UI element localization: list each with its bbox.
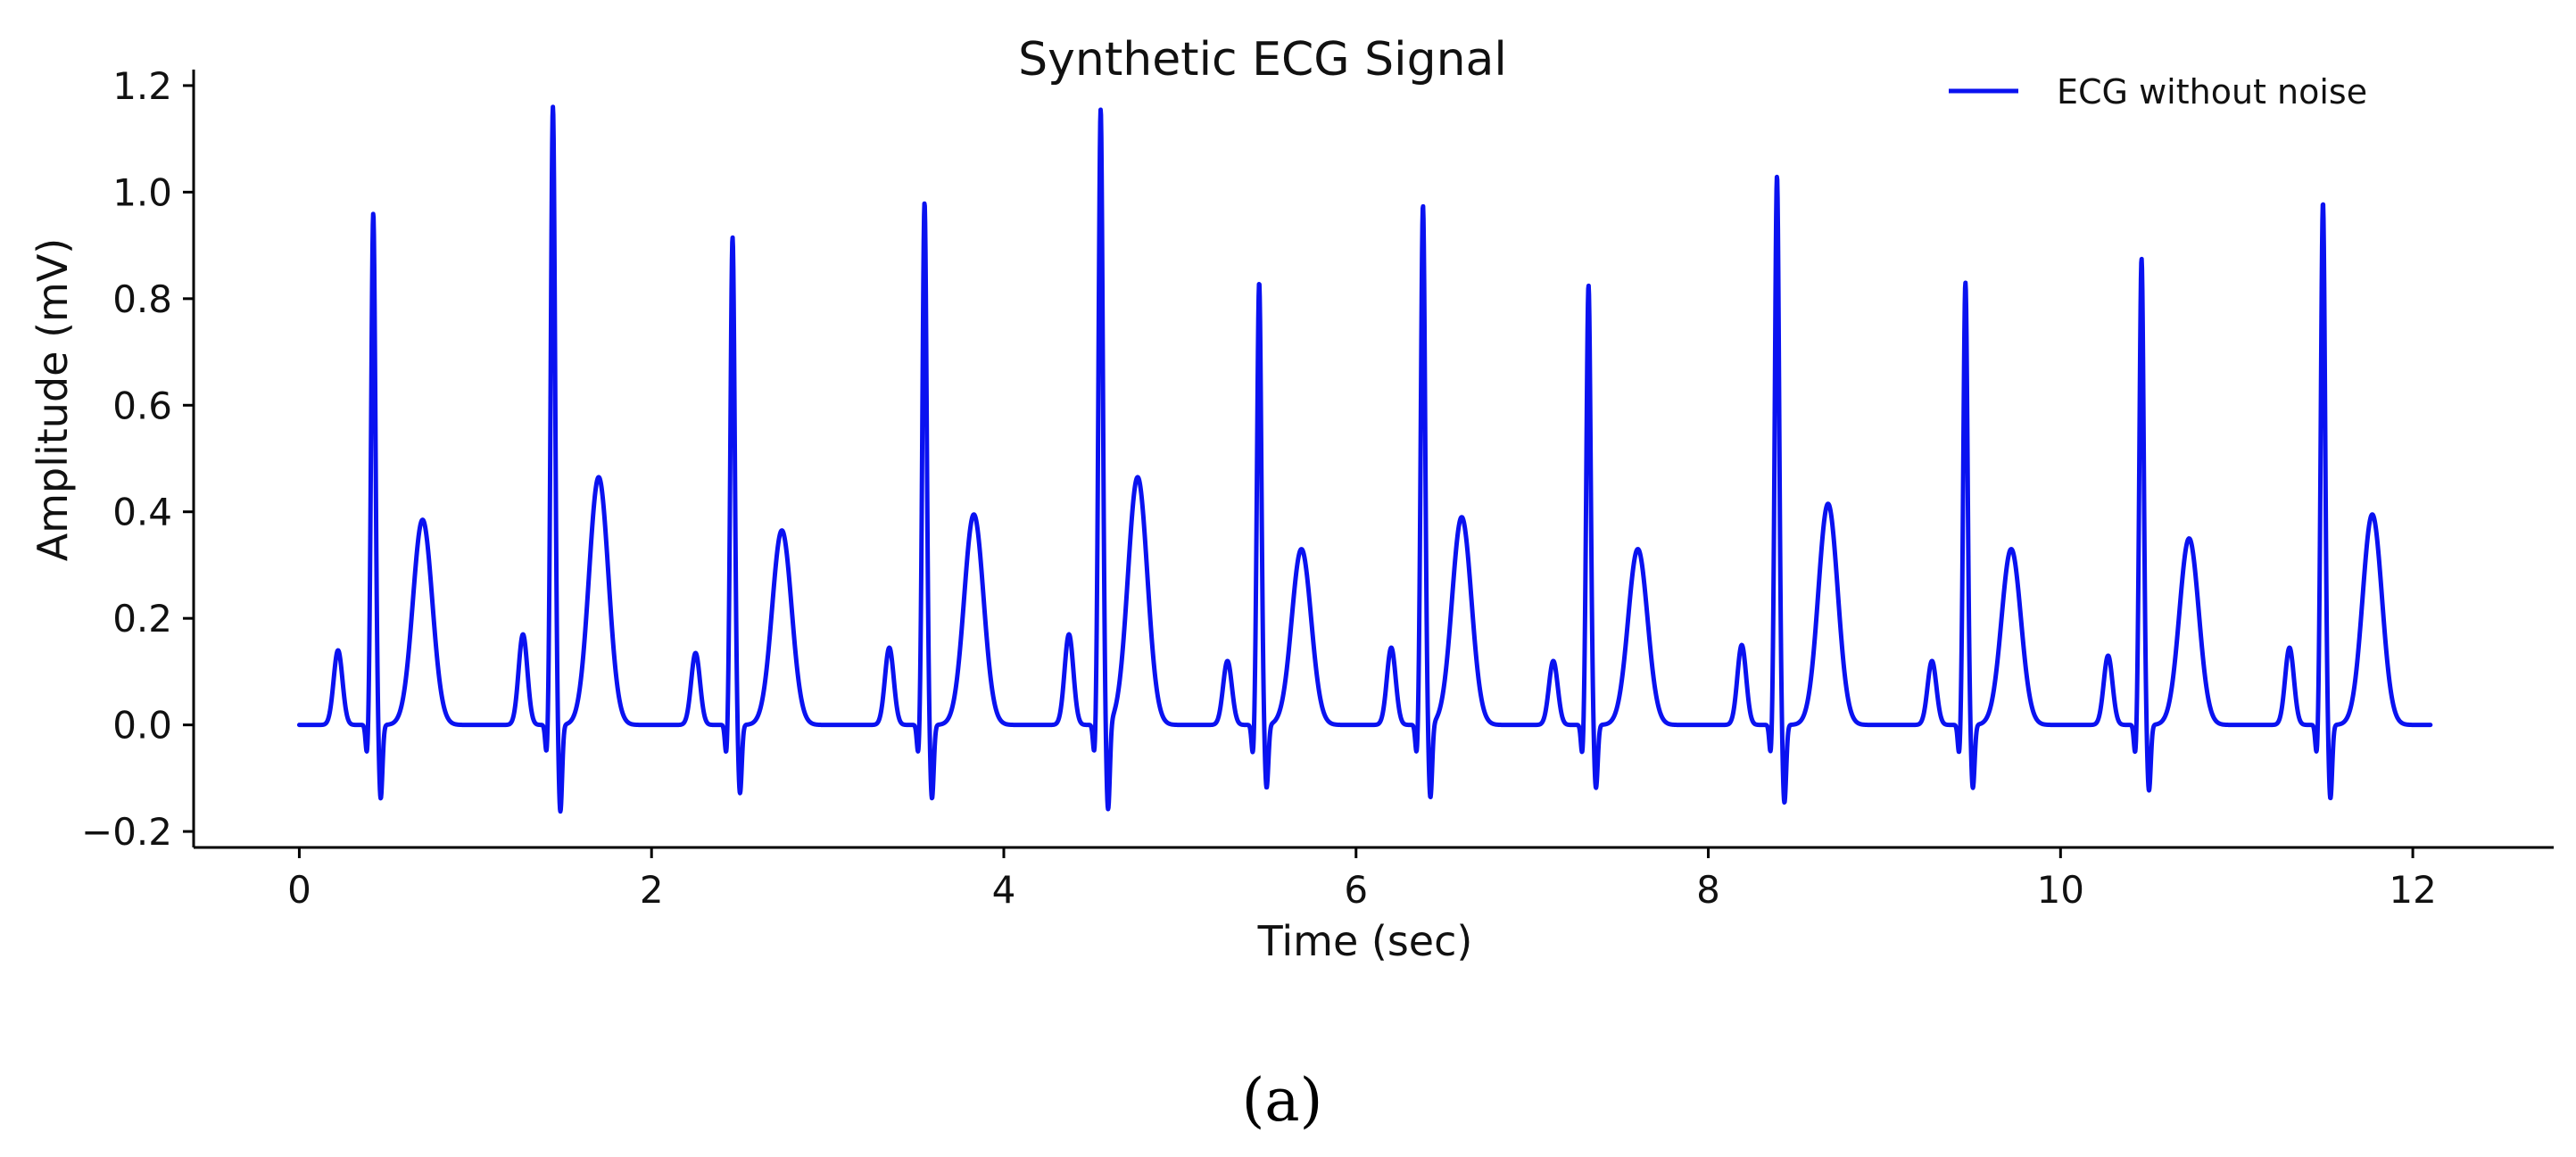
- plot-area: [296, 104, 2433, 814]
- y-axis-title: Amplitude (mV): [29, 238, 77, 562]
- legend-label-ecg: ECG without noise: [2057, 72, 2367, 112]
- figure-caption: (a): [1242, 1066, 1323, 1135]
- y-tick-label: −0.2: [81, 810, 172, 854]
- y-tick-label: 1.0: [112, 170, 172, 214]
- x-tick-label: 10: [2037, 868, 2084, 912]
- y-axis-ticks: −0.2 0.0 0.2 0.4 0.6 0.8 1.0 1.2: [81, 64, 194, 854]
- x-axis-title: Time (sec): [1257, 917, 1473, 965]
- x-tick-label: 4: [992, 868, 1016, 912]
- x-tick-label: 8: [1696, 868, 1720, 912]
- x-tick-label: 12: [2389, 868, 2436, 912]
- x-tick-label: 2: [640, 868, 664, 912]
- y-tick-label: 0.6: [112, 384, 172, 427]
- ecg-series-line: [296, 104, 2433, 814]
- x-tick-label: 0: [287, 868, 311, 912]
- y-tick-label: 1.2: [112, 64, 172, 108]
- y-tick-label: 0.0: [112, 704, 172, 748]
- y-tick-label: 0.4: [112, 491, 172, 534]
- x-tick-label: 6: [1344, 868, 1368, 912]
- x-axis-ticks: 0 2 4 6 8 10 12: [287, 847, 2437, 912]
- legend: ECG without noise: [1949, 72, 2367, 112]
- y-tick-label: 0.2: [112, 597, 172, 640]
- chart-title: Synthetic ECG Signal: [1018, 33, 1507, 87]
- y-tick-label: 0.8: [112, 277, 172, 321]
